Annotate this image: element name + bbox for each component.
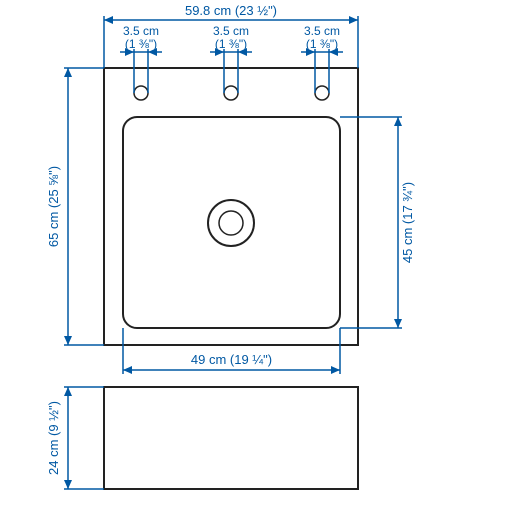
dim-hole_2-imperial: (1 ⅜") bbox=[215, 37, 247, 51]
sink-dimension-diagram: 59.8 cm (23 ½")3.5 cm(1 ⅜")3.5 cm(1 ⅜")3… bbox=[0, 0, 510, 510]
dim-hole_3-metric: 3.5 cm bbox=[304, 24, 340, 38]
faucet-hole-2 bbox=[224, 86, 238, 100]
dim-hole_2-metric: 3.5 cm bbox=[213, 24, 249, 38]
dim-front-height: 24 cm (9 ½") bbox=[46, 401, 61, 475]
dim-hole_1-metric: 3.5 cm bbox=[123, 24, 159, 38]
dim-height-left: 65 cm (25 ⅝") bbox=[46, 166, 61, 247]
dim-hole_1-imperial: (1 ⅜") bbox=[125, 37, 157, 51]
dim-basin-width: 49 cm (19 ¼") bbox=[191, 352, 272, 367]
dim-height-right: 45 cm (17 ¾") bbox=[400, 182, 415, 263]
sink-front-outline bbox=[104, 387, 358, 489]
dim-hole_3-imperial: (1 ⅜") bbox=[306, 37, 338, 51]
faucet-hole-3 bbox=[315, 86, 329, 100]
drain-inner bbox=[219, 211, 243, 235]
faucet-hole-1 bbox=[134, 86, 148, 100]
dim-width-top: 59.8 cm (23 ½") bbox=[185, 3, 277, 18]
